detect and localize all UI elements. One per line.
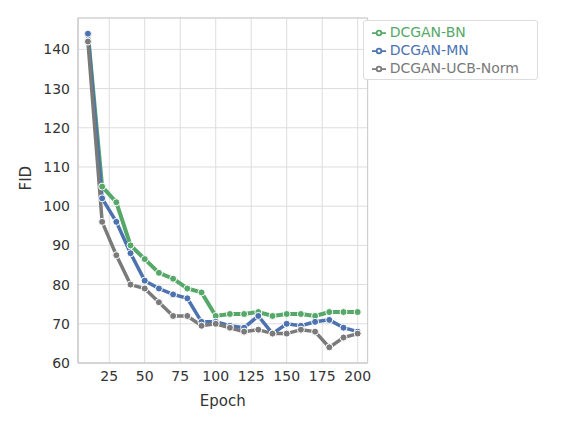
svg-text:200: 200 [344, 368, 371, 384]
html-text:DCGAN-MN: DCGAN-MN [389, 42, 469, 58]
svg-text:50: 50 [136, 368, 154, 384]
svg-text:90: 90 [52, 237, 70, 253]
svg-text:175: 175 [309, 368, 336, 384]
svg-text:110: 110 [43, 159, 70, 175]
svg-text:60: 60 [52, 355, 70, 371]
svg-text:25: 25 [100, 368, 118, 384]
html-text:DCGAN-BN: DCGAN-BN [389, 24, 466, 40]
svg-text:120: 120 [43, 120, 70, 136]
svg-text:70: 70 [52, 316, 70, 332]
svg-text:100: 100 [43, 198, 70, 214]
svg-text:150: 150 [273, 368, 300, 384]
html-text:DCGAN-UCB-Norm: DCGAN-UCB-Norm [389, 60, 519, 76]
svg-text:Epoch: Epoch [200, 392, 246, 410]
svg-text:75: 75 [171, 368, 189, 384]
svg-text:80: 80 [52, 277, 70, 293]
svg-text:130: 130 [43, 81, 70, 97]
svg-text:125: 125 [238, 368, 265, 384]
svg-text:140: 140 [43, 41, 70, 57]
svg-text:100: 100 [202, 368, 229, 384]
svg-text:FID: FID [17, 166, 35, 191]
